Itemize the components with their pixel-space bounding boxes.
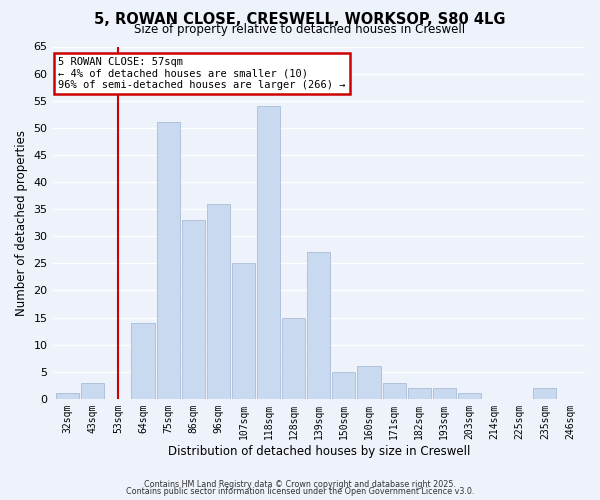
Text: Contains public sector information licensed under the Open Government Licence v3: Contains public sector information licen… xyxy=(126,488,474,496)
Bar xyxy=(307,252,331,399)
Bar xyxy=(458,394,481,399)
Bar xyxy=(131,323,155,399)
Text: Size of property relative to detached houses in Creswell: Size of property relative to detached ho… xyxy=(134,22,466,36)
Bar xyxy=(433,388,456,399)
Bar xyxy=(56,394,79,399)
Bar xyxy=(533,388,556,399)
Bar xyxy=(358,366,380,399)
X-axis label: Distribution of detached houses by size in Creswell: Distribution of detached houses by size … xyxy=(167,444,470,458)
Bar xyxy=(182,220,205,399)
Y-axis label: Number of detached properties: Number of detached properties xyxy=(15,130,28,316)
Bar xyxy=(282,318,305,399)
Bar xyxy=(407,388,431,399)
Bar xyxy=(207,204,230,399)
Bar xyxy=(232,264,255,399)
Text: Contains HM Land Registry data © Crown copyright and database right 2025.: Contains HM Land Registry data © Crown c… xyxy=(144,480,456,489)
Bar xyxy=(81,382,104,399)
Bar xyxy=(257,106,280,399)
Bar xyxy=(383,382,406,399)
Text: 5, ROWAN CLOSE, CRESWELL, WORKSOP, S80 4LG: 5, ROWAN CLOSE, CRESWELL, WORKSOP, S80 4… xyxy=(94,12,506,26)
Bar xyxy=(157,122,179,399)
Text: 5 ROWAN CLOSE: 57sqm
← 4% of detached houses are smaller (10)
96% of semi-detach: 5 ROWAN CLOSE: 57sqm ← 4% of detached ho… xyxy=(58,57,346,90)
Bar xyxy=(332,372,355,399)
